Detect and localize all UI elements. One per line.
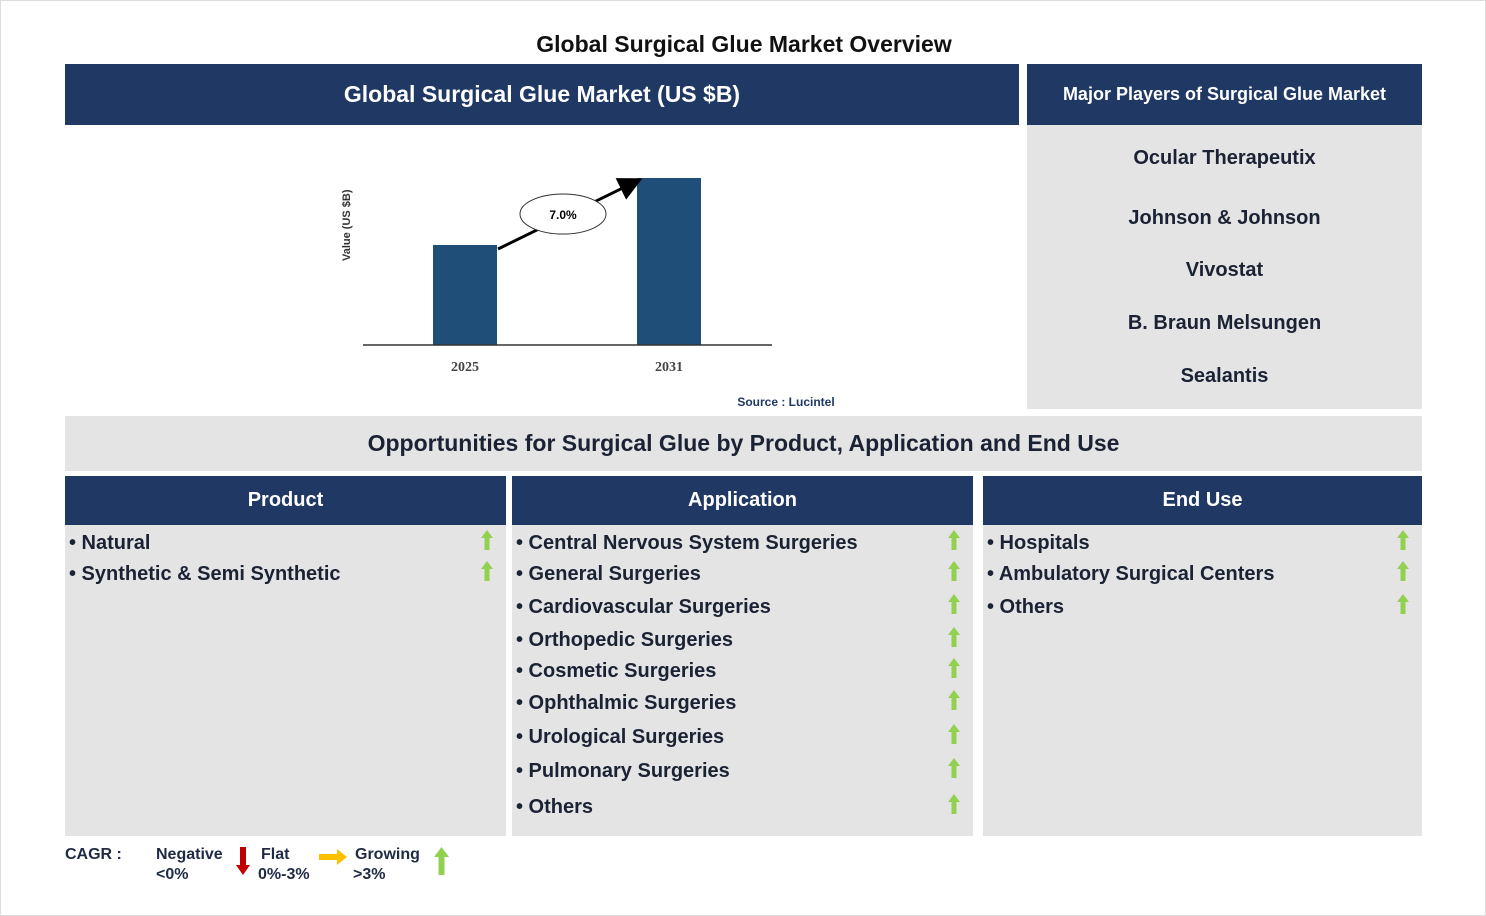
x-tick-label: 2031 — [655, 360, 683, 375]
legend-growing: Growing — [355, 846, 420, 863]
players-header: Major Players of Surgical Glue Market — [1027, 64, 1422, 125]
page-title: Global Surgical Glue Market Overview — [536, 31, 952, 57]
list-item: • Cosmetic Surgeries — [516, 660, 717, 682]
list-item: • Synthetic & Semi Synthetic — [69, 563, 341, 585]
cagr-ellipse — [519, 193, 607, 235]
growth-arrow-icon — [481, 530, 493, 550]
column-panel — [512, 525, 973, 836]
list-item: • Ambulatory Surgical Centers — [987, 563, 1275, 585]
column-panel — [65, 525, 506, 836]
bar-2031 — [637, 178, 701, 345]
cagr-label: CAGR : — [65, 846, 122, 863]
list-item: • Cardiovascular Surgeries — [516, 596, 771, 618]
player: B. Braun Melsungen — [1127, 312, 1322, 334]
bar-2025 — [433, 245, 497, 345]
player: Sealantis — [1180, 365, 1269, 387]
players-panel — [1027, 125, 1422, 409]
opportunities-title: Opportunities for Surgical Glue by Produ… — [65, 416, 1422, 471]
arrow-up-icon — [434, 847, 449, 875]
growth-arrow-icon — [948, 724, 960, 744]
growth-arrow-icon — [948, 530, 960, 550]
growth-arrow-icon — [948, 594, 960, 614]
growth-arrow-icon — [948, 794, 960, 814]
legend-flat: Flat — [261, 846, 290, 863]
arrow-down-icon — [236, 847, 250, 875]
chart-header: Global Surgical Glue Market (US $B) — [65, 64, 1019, 125]
legend-negative: Negative — [156, 846, 223, 863]
list-item: • Others — [516, 796, 594, 818]
list-item: • Hospitals — [987, 532, 1090, 554]
x-tick-label: 2025 — [451, 360, 479, 375]
source-label: Source : Lucintel — [737, 395, 834, 409]
player: Vivostat — [1185, 259, 1264, 281]
growth-arrow-icon — [1397, 530, 1409, 550]
cagr-label: 7.0% — [549, 208, 577, 222]
y-axis-label: Value (US $B) — [341, 189, 353, 261]
list-item: • Pulmonary Surgeries — [516, 760, 730, 782]
growth-arrow-icon — [1397, 594, 1409, 614]
player: Johnson & Johnson — [1128, 207, 1321, 229]
legend-negative-range: <0% — [156, 866, 189, 883]
column-header-application: Application — [512, 476, 973, 525]
list-item: • General Surgeries — [516, 563, 701, 585]
column-header-end-use: End Use — [983, 476, 1422, 525]
growth-arrow-icon — [948, 690, 960, 710]
list-item: • Urological Surgeries — [516, 726, 725, 748]
column-header-product: Product — [65, 476, 506, 525]
list-item: • Orthopedic Surgeries — [516, 629, 734, 651]
arrow-right-icon — [319, 849, 347, 865]
column-panel — [983, 525, 1422, 836]
list-item: • Ophthalmic Surgeries — [516, 692, 737, 714]
bar-chart: Value (US $B) 2025 2031 7.0% Source : Luc… — [341, 178, 835, 409]
player: Ocular Therapeutix — [1133, 147, 1316, 169]
list-item: • Others — [987, 596, 1065, 618]
growth-arrow-icon — [948, 561, 960, 581]
growth-arrow-icon — [481, 561, 493, 581]
growth-arrow-icon — [1397, 561, 1409, 581]
growth-arrow-icon — [948, 658, 960, 678]
list-item: • Natural — [69, 532, 151, 554]
legend-growing-range: >3% — [353, 866, 386, 883]
growth-arrow-icon — [948, 758, 960, 778]
list-item: • Central Nervous System Surgeries — [516, 532, 858, 554]
legend-flat-range: 0%-3% — [258, 866, 310, 883]
growth-arrow-icon — [948, 627, 960, 647]
